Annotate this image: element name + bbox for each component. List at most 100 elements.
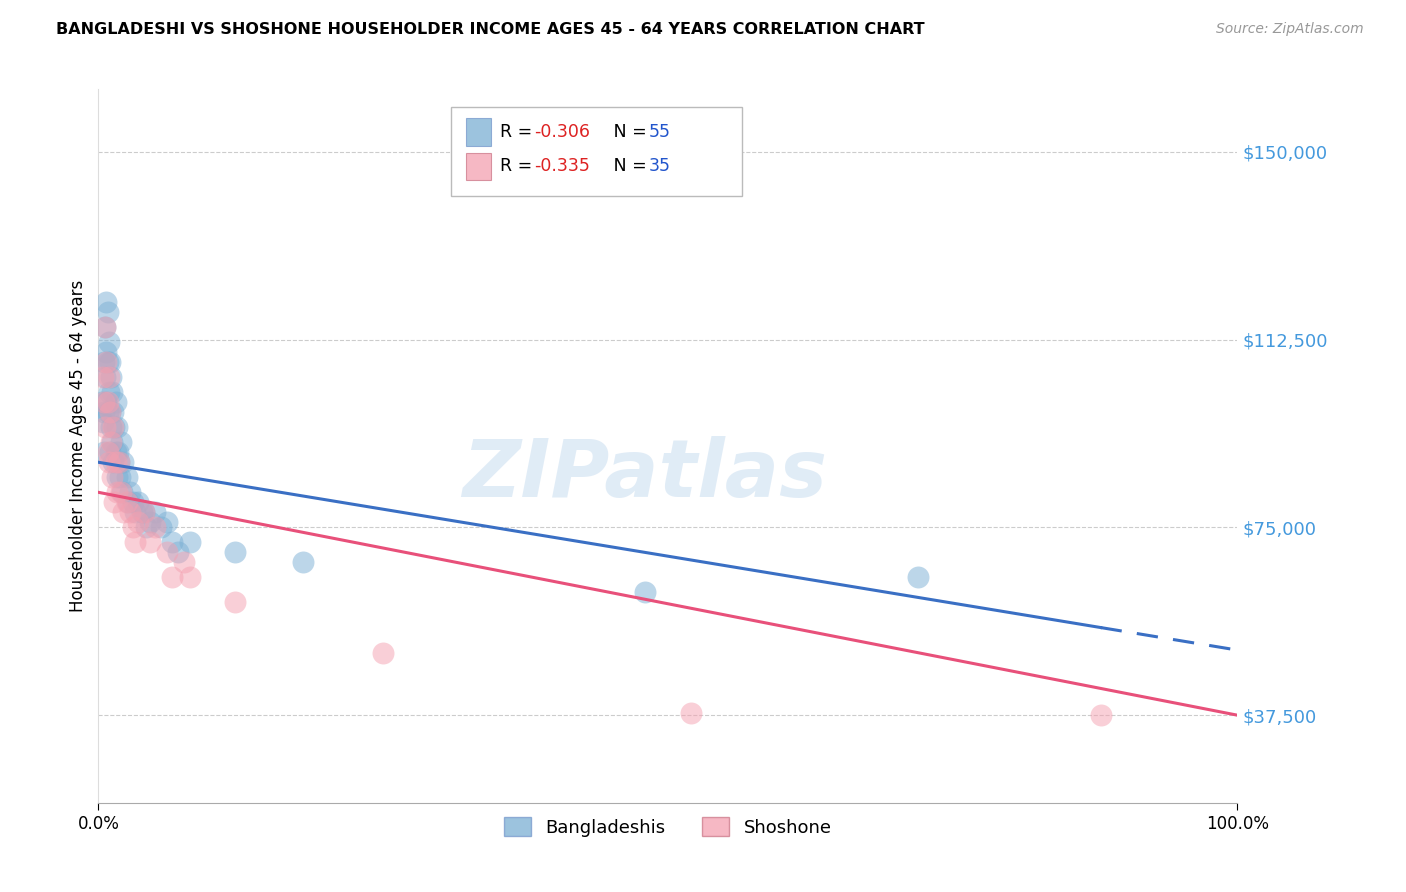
Point — [100, 370, 122, 384]
Point — [96, 395, 118, 409]
Point — [135, 520, 157, 534]
Text: -0.335: -0.335 — [534, 157, 591, 175]
FancyBboxPatch shape — [451, 107, 742, 196]
Point — [98, 405, 121, 419]
Point — [96, 405, 118, 419]
Point — [96, 345, 118, 359]
Y-axis label: Householder Income Ages 45 - 64 years: Householder Income Ages 45 - 64 years — [69, 280, 87, 612]
Point — [96, 295, 118, 310]
Point — [121, 520, 143, 534]
Point — [98, 355, 121, 369]
FancyBboxPatch shape — [467, 119, 491, 145]
Point — [132, 505, 155, 519]
Point — [131, 505, 153, 519]
Point — [138, 516, 160, 530]
Point — [173, 556, 195, 570]
Point — [97, 455, 120, 469]
Point — [120, 485, 142, 500]
Point — [96, 355, 118, 369]
Point — [120, 505, 142, 519]
Point — [94, 370, 117, 384]
Point — [91, 415, 114, 429]
Point — [96, 395, 118, 409]
Text: -0.306: -0.306 — [534, 123, 591, 141]
Point — [145, 505, 167, 519]
Point — [93, 395, 115, 409]
Point — [90, 395, 112, 409]
Point — [93, 355, 115, 369]
Point — [112, 455, 135, 469]
Point — [96, 445, 118, 459]
Point — [108, 455, 131, 469]
Point — [292, 556, 315, 570]
Point — [224, 595, 246, 609]
Point — [108, 455, 131, 469]
Point — [1090, 708, 1112, 723]
Point — [115, 495, 138, 509]
Point — [97, 385, 120, 400]
Text: R =: R = — [501, 157, 538, 175]
Point — [179, 535, 201, 549]
Point — [98, 445, 121, 459]
Point — [121, 495, 143, 509]
Point — [150, 520, 173, 534]
Point — [103, 420, 125, 434]
Point — [156, 516, 179, 530]
Point — [104, 395, 127, 409]
Point — [100, 420, 122, 434]
Point — [105, 470, 128, 484]
Point — [94, 320, 117, 334]
Point — [96, 355, 118, 369]
Point — [145, 520, 167, 534]
Point — [107, 445, 129, 459]
Point — [105, 485, 128, 500]
Point — [91, 370, 114, 384]
Point — [94, 420, 117, 434]
Point — [124, 535, 146, 549]
Point — [679, 706, 702, 720]
Point — [371, 646, 394, 660]
Point — [162, 570, 184, 584]
Point — [124, 505, 146, 519]
Point — [103, 420, 125, 434]
Text: N =: N = — [598, 157, 652, 175]
Point — [101, 470, 124, 484]
Point — [105, 420, 128, 434]
Point — [98, 405, 121, 419]
Point — [127, 495, 149, 509]
Point — [108, 470, 131, 484]
Point — [110, 435, 132, 450]
Point — [103, 495, 125, 509]
Point — [97, 335, 120, 350]
Text: N =: N = — [598, 123, 652, 141]
FancyBboxPatch shape — [467, 153, 491, 180]
Point — [117, 495, 139, 509]
Text: Source: ZipAtlas.com: Source: ZipAtlas.com — [1216, 22, 1364, 37]
Point — [156, 545, 179, 559]
Point — [127, 516, 149, 530]
Text: 35: 35 — [648, 157, 671, 175]
Legend: Bangladeshis, Shoshone: Bangladeshis, Shoshone — [496, 810, 839, 844]
Point — [162, 535, 184, 549]
Point — [101, 435, 124, 450]
Point — [97, 370, 120, 384]
Point — [167, 545, 190, 559]
Point — [93, 445, 115, 459]
Point — [138, 535, 160, 549]
Point — [111, 485, 134, 500]
Point — [634, 585, 657, 599]
Point — [132, 505, 155, 519]
Point — [104, 455, 127, 469]
Text: R =: R = — [501, 123, 538, 141]
Point — [103, 405, 125, 419]
Text: ZIPatlas: ZIPatlas — [463, 435, 828, 514]
Point — [110, 485, 132, 500]
Point — [94, 320, 117, 334]
Point — [100, 435, 122, 450]
Point — [101, 385, 124, 400]
Point — [224, 545, 246, 559]
Point — [93, 405, 115, 419]
Point — [112, 505, 135, 519]
Point — [103, 455, 125, 469]
Text: 55: 55 — [648, 123, 671, 141]
